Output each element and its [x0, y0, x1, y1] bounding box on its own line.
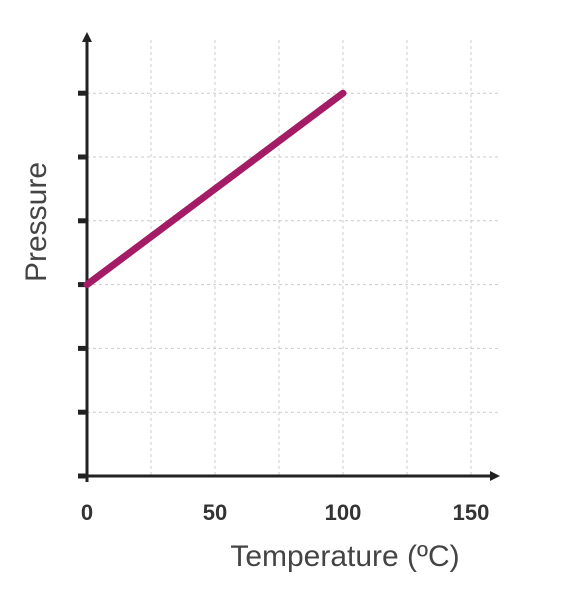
- x-tick-label: 50: [203, 500, 227, 525]
- x-axis-arrow: [490, 471, 500, 481]
- y-tick: [78, 473, 87, 479]
- x-tick-label: 150: [453, 500, 490, 525]
- x-axis-title: Temperature (ºC): [230, 540, 459, 573]
- series: [83, 89, 347, 289]
- x-tick-labels: 0 50 100 150: [81, 500, 489, 525]
- y-axis-title: Pressure: [20, 162, 53, 282]
- y-tick: [78, 345, 87, 351]
- y-axis-arrow: [82, 32, 92, 42]
- y-ticks: [78, 90, 87, 479]
- y-tick: [78, 282, 87, 288]
- x-tick-label: 100: [325, 500, 362, 525]
- y-tick: [78, 90, 87, 96]
- y-tick: [78, 154, 87, 160]
- axes: [82, 32, 500, 482]
- pressure-line: [83, 89, 347, 289]
- grid: [87, 40, 500, 476]
- y-tick: [78, 409, 87, 415]
- x-tick-label: 0: [81, 500, 93, 525]
- y-tick: [78, 218, 87, 224]
